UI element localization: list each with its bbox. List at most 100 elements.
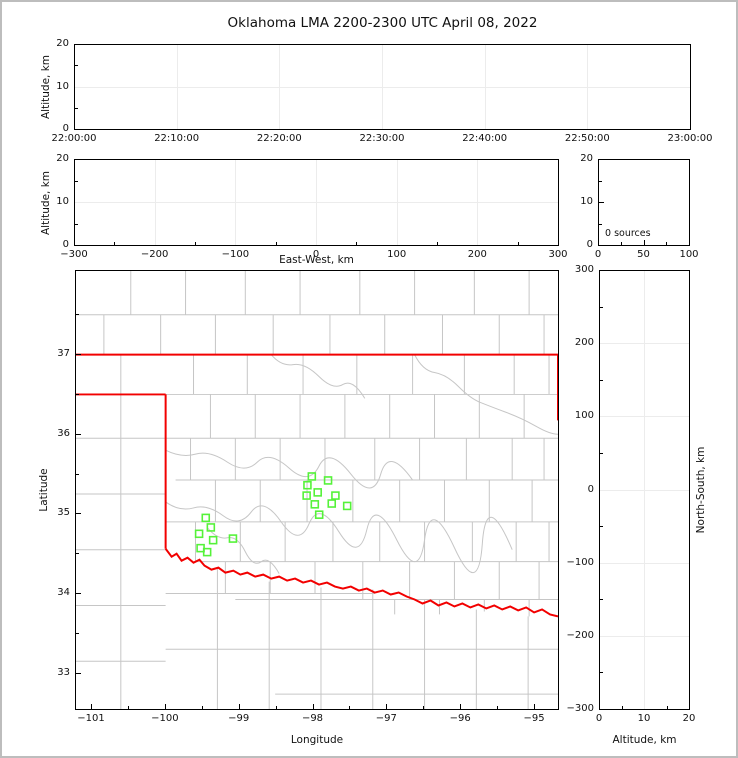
y-tick-label: 0 <box>62 123 69 134</box>
x-tick-label: 23:00:00 <box>667 133 713 144</box>
x-minor-tick <box>356 242 358 245</box>
y-major-tick <box>76 593 81 595</box>
y-minor-tick <box>600 599 603 601</box>
x-tick-label: 22:10:00 <box>154 133 200 144</box>
y-minor-tick <box>600 672 603 674</box>
x-axis-label: Altitude, km <box>612 734 677 746</box>
x-tick-label: 300 <box>548 249 568 260</box>
y-tick-label: −100 <box>566 556 594 568</box>
x-major-tick <box>164 704 166 709</box>
y-minor-tick <box>75 65 78 67</box>
y-tick-label: −300 <box>566 703 594 714</box>
y-major-tick <box>76 353 81 355</box>
y-major-tick <box>76 513 81 515</box>
x-tick-label: 0 <box>594 249 602 260</box>
x-tick-label: 100 <box>387 249 407 260</box>
station-marker <box>228 534 238 543</box>
y-major-tick <box>76 433 81 435</box>
y-tick-label: 36 <box>57 427 70 439</box>
x-axis-label: Longitude <box>290 734 344 746</box>
x-major-tick <box>689 240 690 245</box>
y-gridline <box>600 562 689 564</box>
y-tick-label: 0 <box>587 483 594 495</box>
x-tick-label: −200 <box>140 249 169 260</box>
x-tick-label: −100 <box>221 249 250 260</box>
y-minor-tick <box>75 107 78 109</box>
x-major-tick <box>74 124 75 129</box>
x-minor-tick <box>127 706 129 709</box>
station-marker <box>323 476 333 485</box>
station-marker <box>206 523 216 532</box>
y-tick-label: 37 <box>57 347 70 359</box>
y-axis-label: Altitude, km <box>40 54 52 120</box>
x-tick-label: −97 <box>375 713 397 724</box>
map-panel <box>75 270 559 710</box>
y-gridline <box>600 343 689 345</box>
station-marker <box>194 529 204 539</box>
y-minor-tick <box>599 180 602 182</box>
x-major-tick <box>386 704 388 709</box>
x-minor-tick <box>666 242 668 245</box>
station-marker <box>307 472 317 481</box>
river-lines <box>165 354 558 574</box>
y-minor-tick <box>600 526 603 528</box>
x-major-tick <box>238 704 240 709</box>
x-axis-label: East-West, km <box>279 254 354 266</box>
x-minor-tick <box>620 242 622 245</box>
x-major-tick <box>689 704 690 709</box>
y-gridline <box>75 86 690 88</box>
oklahoma-map <box>76 271 558 709</box>
y-gridline <box>600 489 689 491</box>
oklahoma-state-border <box>76 353 558 618</box>
station-marker <box>314 510 324 519</box>
y-major-tick <box>599 159 604 160</box>
y-minor-tick <box>600 306 603 308</box>
x-minor-tick <box>437 242 438 245</box>
x-tick-label: 100 <box>679 249 699 260</box>
x-tick-label: 22:40:00 <box>462 133 508 144</box>
x-major-tick <box>460 704 462 709</box>
x-tick-label: 0 <box>312 249 320 260</box>
sources-histogram-panel: 0 sources <box>598 159 690 246</box>
y-tick-label: 200 <box>574 337 594 349</box>
y-tick-label: 100 <box>574 410 594 422</box>
y-tick-label: −200 <box>566 629 594 641</box>
y-tick-label: 10 <box>580 196 593 207</box>
station-marker <box>342 501 352 511</box>
y-minor-tick <box>600 379 603 381</box>
y-major-tick <box>599 245 604 246</box>
y-gridline <box>600 635 689 637</box>
y-axis-label: Altitude, km <box>40 170 52 235</box>
y-major-tick <box>75 245 80 246</box>
x-minor-tick <box>666 706 668 709</box>
x-major-tick <box>534 704 536 709</box>
x-minor-tick <box>497 706 499 709</box>
x-tick-label: −99 <box>228 713 250 724</box>
x-tick-label: 22:30:00 <box>359 133 405 144</box>
x-tick-label: 20 <box>682 713 696 724</box>
x-tick-label: 0 <box>595 713 603 724</box>
station-marker <box>327 499 337 508</box>
x-minor-tick <box>275 242 277 245</box>
x-minor-tick <box>621 706 623 709</box>
x-tick-label: −300 <box>60 249 88 260</box>
y-gridline <box>600 416 689 418</box>
y-axis-label: North-South, km <box>695 446 707 534</box>
y-minor-tick <box>76 633 79 635</box>
x-minor-tick <box>517 242 519 245</box>
y-minor-tick <box>76 553 79 555</box>
x-major-tick <box>643 240 645 245</box>
x-tick-label: −98 <box>301 713 324 724</box>
x-minor-tick <box>349 706 351 709</box>
y-major-tick <box>600 270 605 271</box>
station-marker <box>313 488 322 497</box>
y-tick-label: 20 <box>580 153 593 164</box>
x-tick-label: 22:00:00 <box>51 133 97 144</box>
station-marker <box>310 500 320 509</box>
station-marker <box>208 535 218 545</box>
x-minor-tick <box>423 706 425 709</box>
y-tick-label: 0 <box>62 239 69 250</box>
y-tick-label: 20 <box>56 38 69 49</box>
y-tick-label: 34 <box>57 587 70 599</box>
x-major-tick <box>74 240 75 245</box>
